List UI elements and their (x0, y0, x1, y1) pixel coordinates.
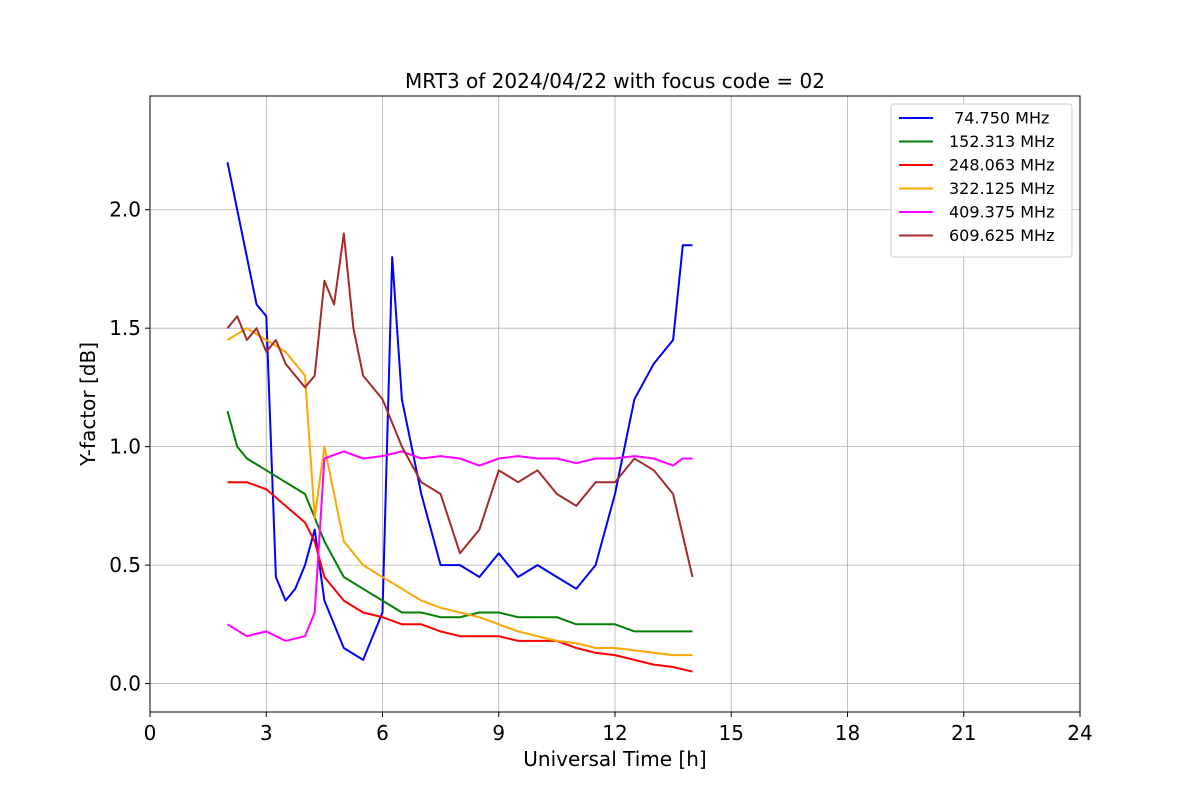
y-axis: 0.0 0.5 1.0 1.5 2.0 (109, 198, 150, 696)
series-line-609-625-mhz (226, 232, 694, 578)
x-axis: 0 3 6 9 12 15 18 21 24 (144, 712, 1093, 745)
x-tick-label: 6 (376, 721, 389, 745)
series-line-152-313-mhz (226, 410, 693, 633)
legend-label: 74.750 MHz (949, 109, 1049, 128)
series-layer (226, 162, 694, 673)
x-axis-label: Universal Time [h] (523, 747, 706, 771)
x-tick-label: 12 (602, 721, 627, 745)
x-tick-label: 21 (951, 721, 976, 745)
y-tick-label: 0.5 (109, 553, 141, 577)
x-tick-label: 3 (260, 721, 273, 745)
x-tick-label: 18 (835, 721, 860, 745)
series-line-74-750-mhz (226, 162, 693, 661)
series-line-322-125-mhz (226, 327, 693, 657)
x-tick-label: 0 (144, 721, 157, 745)
x-tick-label: 9 (492, 721, 505, 745)
legend-box (890, 103, 1073, 258)
legend-label: 248.063 MHz (949, 156, 1054, 175)
y-tick-label: 1.5 (109, 316, 141, 340)
series-line-409-375-mhz (226, 450, 693, 642)
legend-label: 152.313 MHz (949, 132, 1054, 151)
chart-title: MRT3 of 2024/04/22 with focus code = 02 (405, 69, 825, 93)
legend-label: 322.125 MHz (949, 179, 1054, 198)
y-tick-label: 2.0 (109, 198, 141, 222)
x-tick-label: 24 (1067, 721, 1092, 745)
series-line-248-063-mhz (227, 481, 693, 673)
y-tick-label: 0.0 (109, 672, 141, 696)
x-tick-label: 15 (719, 721, 744, 745)
legend-label: 409.375 MHz (949, 203, 1054, 222)
y-axis-label: Y-factor [dB] (76, 342, 100, 467)
grid (149, 96, 1081, 712)
legend: 74.750 MHz 152.313 MHz 248.063 MHz 322.125 … (890, 103, 1073, 258)
y-tick-label: 1.0 (109, 435, 141, 459)
legend-label: 609.625 MHz (949, 226, 1054, 245)
